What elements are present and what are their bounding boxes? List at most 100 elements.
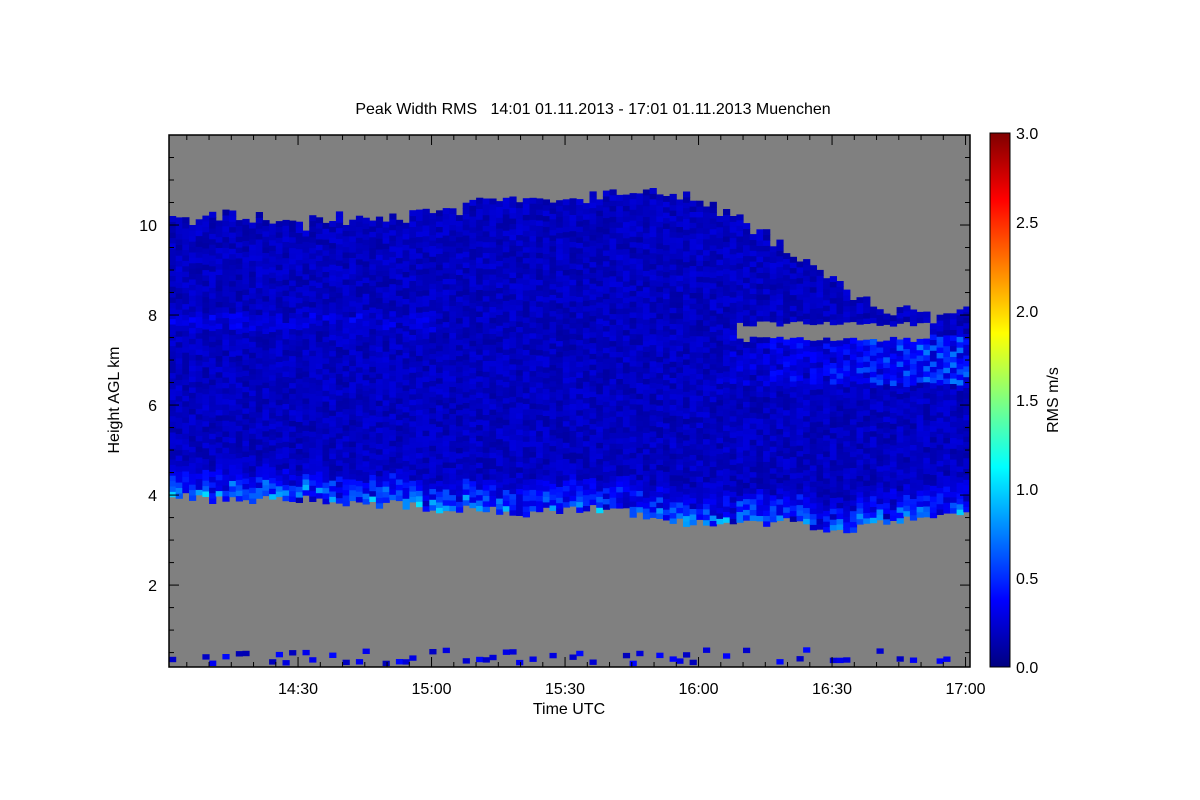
heatmap-cell [703,228,711,234]
heatmap-cell [609,383,617,390]
heatmap-cell [315,352,324,359]
heatmap-cell [409,248,417,254]
heatmap-cell [669,447,677,454]
heatmap-cell [576,388,584,395]
heatmap-cell [663,379,671,386]
heatmap-cell [349,284,357,291]
heatmap-cell [229,485,237,492]
heatmap-cell [195,435,203,442]
heatmap-cell [516,450,524,457]
heatmap-cell [582,230,591,236]
heatmap-cell [409,334,417,341]
heatmap-cell [743,450,751,456]
heatmap-cell [269,488,277,495]
heatmap-cell [709,304,717,311]
heatmap-cell [629,501,637,507]
heatmap-cell [209,319,217,326]
heatmap-cell [476,203,484,209]
heatmap-cell [716,421,724,428]
heatmap-cell [576,264,584,270]
heatmap-cell [542,464,550,470]
heatmap-cell [369,350,377,357]
heatmap-cell [175,228,183,235]
heatmap-cell [235,311,243,318]
heatmap-cell [622,394,631,401]
heatmap-cell [743,244,751,251]
heatmap-cell [335,432,344,439]
heatmap-cell [723,300,731,307]
heatmap-cell [756,310,764,317]
heatmap-cell [389,407,397,414]
heatmap-cell [289,247,297,254]
heatmap-cell [449,391,457,398]
heatmap-cell [542,458,550,465]
heatmap-cell [582,311,591,317]
heatmap-cell [749,433,757,440]
heatmap-cell [262,414,270,421]
heatmap-cell [416,387,424,394]
heatmap-cell [616,378,624,385]
heatmap-cell [436,253,444,260]
heatmap-cell [536,333,544,340]
heatmap-cell [382,302,390,309]
heatmap-cell [669,350,677,357]
heatmap-cell [229,388,237,395]
heatmap-cell [349,225,357,231]
heatmap-cell [169,275,177,282]
heatmap-cell [636,371,644,378]
heatmap-cell [409,426,417,433]
heatmap-cell [609,286,617,293]
heatmap-cell [676,204,684,211]
heatmap-cell [416,479,424,486]
heatmap-cell [756,391,764,398]
heatmap-cell [229,458,237,465]
heatmap-cell [416,231,424,238]
heatmap-cell [309,231,317,238]
heatmap-cell [696,270,704,277]
heatmap-cell [596,480,604,487]
heatmap-cell [689,292,697,299]
heatmap-cell [482,484,490,491]
heatmap-cell [209,400,217,407]
heatmap-cell [683,245,691,252]
heatmap-cell [763,445,771,452]
heatmap-cell [716,286,724,293]
heatmap-cell [582,489,591,496]
heatmap-cell [622,340,631,347]
heatmap-cell [569,392,577,399]
heatmap-cell [669,204,677,211]
heatmap-cell [182,346,190,353]
heatmap-cell [596,350,604,357]
heatmap-cell [442,472,450,479]
heatmap-cell [743,255,751,262]
heatmap-cell [436,383,444,390]
heatmap-cell [476,267,484,274]
heatmap-cell [416,252,424,259]
heatmap-cell [582,203,591,209]
heatmap-cell [736,452,744,458]
heatmap-cell [355,221,364,227]
heatmap-cell [489,654,497,661]
heatmap-cell [622,459,631,466]
heatmap-cell [589,196,597,203]
heatmap-cell [596,507,604,514]
heatmap-cell [602,379,611,386]
heatmap-cell [395,268,404,275]
heatmap-cell [689,465,697,472]
heatmap-cell [189,273,197,280]
heatmap-cell [649,371,657,378]
heatmap-cell [556,259,564,266]
heatmap-cell [549,229,557,236]
heatmap-cell [556,356,564,363]
heatmap-cell [656,415,664,422]
heatmap-cell [442,440,450,447]
heatmap-cell [576,404,584,411]
heatmap-cell [182,460,190,467]
heatmap-cell [743,455,751,462]
heatmap-cell [362,406,370,413]
heatmap-cell [402,384,410,391]
heatmap-cell [175,444,183,451]
heatmap-cell [442,451,450,458]
heatmap-cell [689,373,697,380]
heatmap-cell [723,430,731,437]
